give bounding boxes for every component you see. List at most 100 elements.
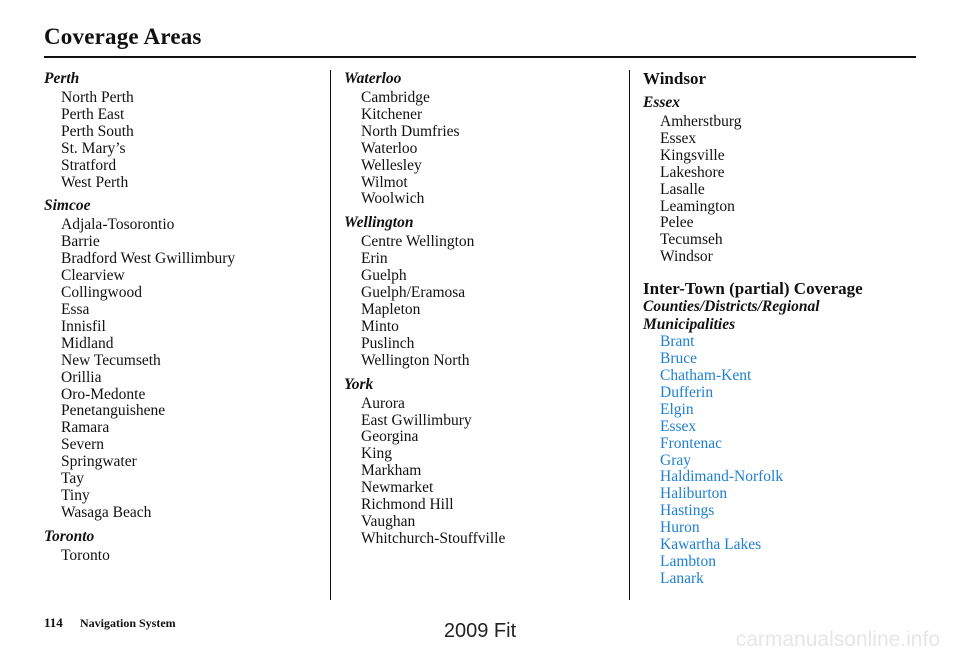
- area-item: Tiny: [61, 486, 90, 504]
- coverage-link[interactable]: Frontenac: [660, 434, 722, 452]
- area-item: Woolwich: [361, 190, 425, 208]
- area-item: Perth South: [61, 122, 134, 140]
- region-list: Cambridge Kitchener North Dumfries Waterloo…: [344, 89, 624, 208]
- area-item: New Tecumseth: [61, 351, 161, 369]
- area-item: Kingsville: [660, 146, 725, 164]
- region-heading: Essex: [643, 94, 681, 111]
- coverage-link[interactable]: Huron: [660, 519, 700, 537]
- page-number: 114: [44, 615, 63, 630]
- area-item: Penetanguishene: [61, 402, 166, 420]
- watermark: carmanualsonline.info: [735, 628, 940, 651]
- coverage-link[interactable]: Bruce: [660, 350, 698, 368]
- region-group-essex: Essex Amherstburg Essex Kingsville Lakeshor…: [643, 94, 933, 266]
- area-item: North Perth: [61, 89, 134, 106]
- region-group-simcoe: Simcoe Adjala-Tosorontio Barrie Bradford W…: [44, 197, 324, 521]
- area-item: Perth East: [61, 105, 125, 123]
- area-item: Essa: [61, 300, 90, 318]
- area-item: Wilmot: [361, 173, 408, 191]
- area-item: Wellington North: [361, 351, 470, 369]
- area-item: Whitchurch-Stouffville: [361, 529, 506, 547]
- region-list: Toronto: [44, 546, 324, 565]
- title-divider: [44, 56, 916, 58]
- area-item: Wasaga Beach: [61, 503, 152, 521]
- area-item: East Gwillimbury: [361, 411, 472, 429]
- area-item: Wellesley: [361, 156, 422, 174]
- region-heading: Wellington: [344, 214, 414, 232]
- region-list: North Perth Perth East Perth South St. Mary…: [44, 89, 324, 191]
- area-item: North Dumfries: [361, 122, 460, 140]
- area-item: Severn: [61, 436, 105, 454]
- page-title: Coverage Areas: [44, 24, 202, 49]
- area-item: Georgina: [361, 428, 419, 446]
- region-group-york: York Aurora East Gwillimbury Georgina King M…: [344, 376, 624, 548]
- region-group-wellington: Wellington Centre Wellington Erin Guelph Gu…: [344, 214, 624, 369]
- region-list: Amherstburg Essex Kingsville Lakeshore Lasal…: [643, 113, 933, 266]
- area-item: Clearview: [61, 267, 125, 285]
- area-item: King: [361, 445, 392, 463]
- area-item: Barrie: [61, 233, 100, 251]
- area-item: Puslinch: [361, 334, 415, 352]
- section-subheading: Counties/Districts/Regional Municipaliti…: [643, 298, 820, 334]
- area-item: Markham: [361, 462, 422, 480]
- coverage-link[interactable]: Brant: [660, 333, 695, 351]
- region-group-toronto: Toronto Toronto: [44, 528, 324, 565]
- region-heading: Simcoe: [44, 197, 91, 215]
- area-item: Orillia: [61, 368, 102, 386]
- column-1: Perth North Perth Perth East Perth South St…: [44, 70, 324, 571]
- area-item: Leamington: [660, 197, 735, 215]
- area-item: Innisfil: [61, 317, 106, 335]
- area-item: Newmarket: [361, 479, 434, 497]
- region-heading: Toronto: [44, 527, 95, 545]
- area-item: Stratford: [61, 156, 117, 174]
- area-item: Pelee: [660, 214, 694, 232]
- area-item: Cambridge: [361, 89, 430, 106]
- area-item: Centre Wellington: [361, 233, 475, 251]
- area-item: Toronto: [61, 546, 110, 564]
- region-group-perth: Perth North Perth Perth East Perth South St…: [44, 70, 324, 191]
- area-item: Mapleton: [361, 300, 421, 318]
- coverage-link[interactable]: Gray: [660, 451, 691, 469]
- coverage-link[interactable]: Lambton: [660, 552, 716, 570]
- section-label: Navigation System: [80, 616, 176, 630]
- area-item: Guelph: [361, 267, 407, 285]
- coverage-link[interactable]: Elgin: [660, 400, 694, 418]
- area-item: Waterloo: [361, 139, 418, 157]
- area-item: Tecumseh: [660, 231, 723, 249]
- area-item: Minto: [361, 317, 399, 335]
- area-item: Lakeshore: [660, 163, 725, 181]
- section-heading-inter-town: Inter-Town (partial) Coverage: [643, 279, 863, 299]
- region-list: Adjala-Tosorontio Barrie Bradford West Gwi…: [44, 217, 324, 521]
- area-item: Aurora: [361, 394, 405, 412]
- area-item: St. Mary’s: [61, 139, 126, 157]
- coverage-link-list: Brant Bruce Chatham-Kent Dufferin Elgin Essex…: [643, 333, 933, 588]
- area-item: Windsor: [660, 248, 713, 266]
- area-item: Collingwood: [61, 284, 142, 302]
- region-heading: Waterloo: [344, 70, 402, 87]
- coverage-link[interactable]: Haldimand-Norfolk: [660, 468, 784, 486]
- column-2: Waterloo Cambridge Kitchener North Dumfrie…: [344, 70, 624, 554]
- area-item: Kitchener: [361, 105, 423, 123]
- column-3: Windsor Essex Amherstburg Essex Kingsville…: [643, 70, 933, 588]
- coverage-link[interactable]: Dufferin: [660, 383, 714, 401]
- area-item: Vaughan: [361, 512, 416, 530]
- area-item: Midland: [61, 334, 114, 352]
- area-item: Richmond Hill: [361, 496, 454, 514]
- area-item: Tay: [61, 470, 85, 488]
- area-item: Lasalle: [660, 180, 705, 198]
- area-item: Amherstburg: [660, 113, 742, 130]
- area-item: Ramara: [61, 419, 110, 437]
- section-heading-windsor: Windsor: [643, 69, 706, 88]
- region-group-waterloo: Waterloo Cambridge Kitchener North Dumfrie…: [344, 70, 624, 208]
- region-heading: Perth: [44, 70, 80, 87]
- area-item: West Perth: [61, 173, 129, 191]
- area-item: Oro-Medonte: [61, 385, 146, 403]
- coverage-link[interactable]: Kawartha Lakes: [660, 536, 762, 554]
- coverage-link[interactable]: Haliburton: [660, 485, 728, 503]
- coverage-link[interactable]: Hastings: [660, 502, 715, 520]
- coverage-link[interactable]: Essex: [660, 417, 697, 435]
- region-list: Aurora East Gwillimbury Georgina King Markha…: [344, 394, 624, 548]
- coverage-link[interactable]: Lanark: [660, 569, 704, 587]
- coverage-link[interactable]: Chatham-Kent: [660, 366, 752, 384]
- region-heading: York: [344, 375, 374, 393]
- area-item: Erin: [361, 250, 388, 268]
